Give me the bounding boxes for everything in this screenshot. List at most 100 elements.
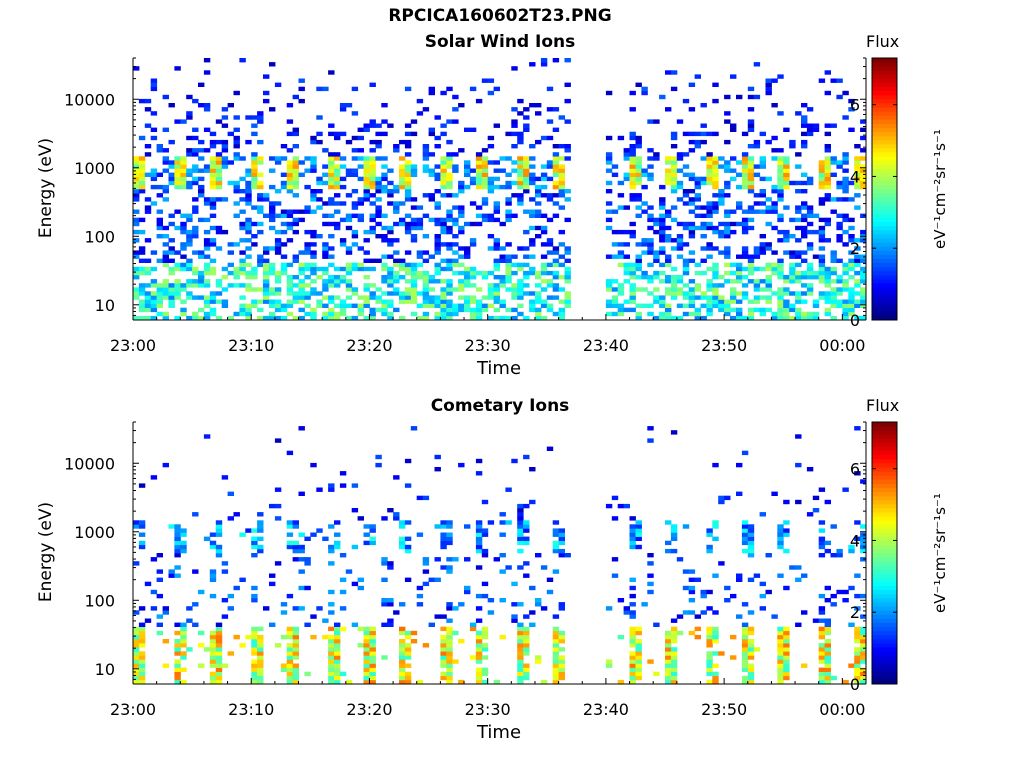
heatmap-cell [334, 168, 341, 173]
heatmap-cell [334, 225, 341, 231]
heatmap-cell [546, 193, 554, 198]
heatmap-cell [339, 279, 347, 284]
heatmap-cell [747, 643, 755, 648]
heatmap-cell [676, 279, 684, 284]
heatmap-cell [334, 544, 341, 550]
heatmap-cell [712, 172, 719, 177]
heatmap-cell [629, 270, 636, 276]
heatmap-cell [777, 573, 784, 578]
heatmap-cell [263, 262, 270, 268]
heatmap-cell [209, 540, 217, 546]
heatmap-cell [150, 589, 158, 595]
heatmap-cell [777, 193, 784, 198]
heatmap-cell [174, 667, 181, 672]
heatmap-cell [724, 246, 731, 251]
heatmap-cell [138, 217, 146, 223]
heatmap-cell [860, 295, 867, 300]
heatmap-cell [209, 630, 217, 636]
heatmap-cell [747, 639, 755, 644]
heatmap-cell [304, 229, 311, 235]
heatmap-cell [629, 630, 636, 636]
heatmap-cell [517, 295, 524, 300]
heatmap-cell [629, 152, 636, 157]
heatmap-cell [446, 303, 453, 308]
heatmap-cell [653, 622, 660, 627]
heatmap-cell [138, 283, 146, 288]
heatmap-cell [700, 315, 707, 321]
heatmap-cell [682, 311, 690, 317]
heatmap-cell [304, 303, 311, 308]
heatmap-cell [410, 225, 418, 231]
heatmap-cell [741, 246, 749, 251]
heatmap-cell [174, 532, 181, 537]
heatmap-cell [688, 131, 696, 137]
heatmap-cell [422, 250, 430, 255]
heatmap-cell [848, 663, 855, 668]
heatmap-cell [487, 303, 495, 308]
heatmap-cell [322, 148, 329, 153]
heatmap-cell [138, 160, 146, 165]
heatmap-cell [529, 585, 536, 591]
heatmap-cell [830, 78, 837, 83]
heatmap-cell [322, 221, 329, 227]
heatmap-cell [339, 238, 347, 243]
heatmap-cell [263, 275, 270, 280]
heatmap-cell [771, 184, 778, 190]
heatmap-cell [629, 307, 636, 313]
heatmap-cell [404, 663, 412, 668]
heatmap-cell [404, 458, 412, 464]
heatmap-cell [724, 164, 731, 169]
heatmap-cell [292, 180, 299, 186]
heatmap-cell [818, 266, 826, 272]
heatmap-cell [635, 311, 642, 317]
heatmap-cell [334, 209, 341, 214]
heatmap-cell [724, 213, 731, 218]
heatmap-cell [747, 262, 755, 268]
heatmap-cell [848, 234, 855, 239]
heatmap-cell [469, 655, 477, 660]
heatmap-cell [186, 184, 193, 190]
heatmap-cell [215, 291, 223, 296]
heatmap-cell [475, 168, 483, 173]
heatmap-cell [198, 630, 205, 636]
heatmap-cell [517, 663, 524, 668]
heatmap-cell [245, 262, 252, 268]
heatmap-cell [446, 283, 453, 288]
heatmap-cell [416, 254, 424, 259]
heatmap-cell [706, 172, 713, 177]
heatmap-cell [257, 643, 264, 648]
heatmap-cell [670, 639, 678, 644]
heatmap-cell [269, 62, 276, 67]
heatmap-cell [747, 299, 755, 304]
heatmap-cell [535, 299, 542, 304]
heatmap-cell [647, 659, 654, 664]
heatmap-cell [517, 634, 524, 640]
heatmap-cell [292, 520, 299, 525]
heatmap-cell [192, 250, 199, 255]
heatmap-cell [836, 589, 843, 595]
heatmap-cell [493, 160, 500, 165]
heatmap-cell [688, 229, 696, 235]
heatmap-cell [629, 614, 636, 619]
heatmap-cell [422, 164, 430, 169]
heatmap-cell [552, 107, 560, 112]
heatmap-cell [381, 176, 388, 182]
heatmap-cell [700, 103, 707, 108]
heatmap-cell [552, 246, 560, 251]
heatmap-cell [369, 671, 376, 677]
heatmap-cell [670, 180, 678, 186]
heatmap-cell [274, 307, 282, 313]
heatmap-cell [251, 679, 258, 685]
heatmap-cell [292, 639, 299, 644]
heatmap-cell [665, 307, 672, 313]
heatmap-cell [328, 634, 335, 640]
heatmap-cell [783, 651, 790, 656]
heatmap-cell [198, 139, 205, 145]
heatmap-cell [363, 524, 370, 529]
heatmap-cell [854, 303, 861, 308]
heatmap-cell [227, 315, 234, 321]
heatmap-cell [469, 270, 477, 276]
heatmap-cell [369, 258, 376, 263]
heatmap-cell [517, 111, 524, 116]
heatmap-cell [493, 184, 500, 190]
